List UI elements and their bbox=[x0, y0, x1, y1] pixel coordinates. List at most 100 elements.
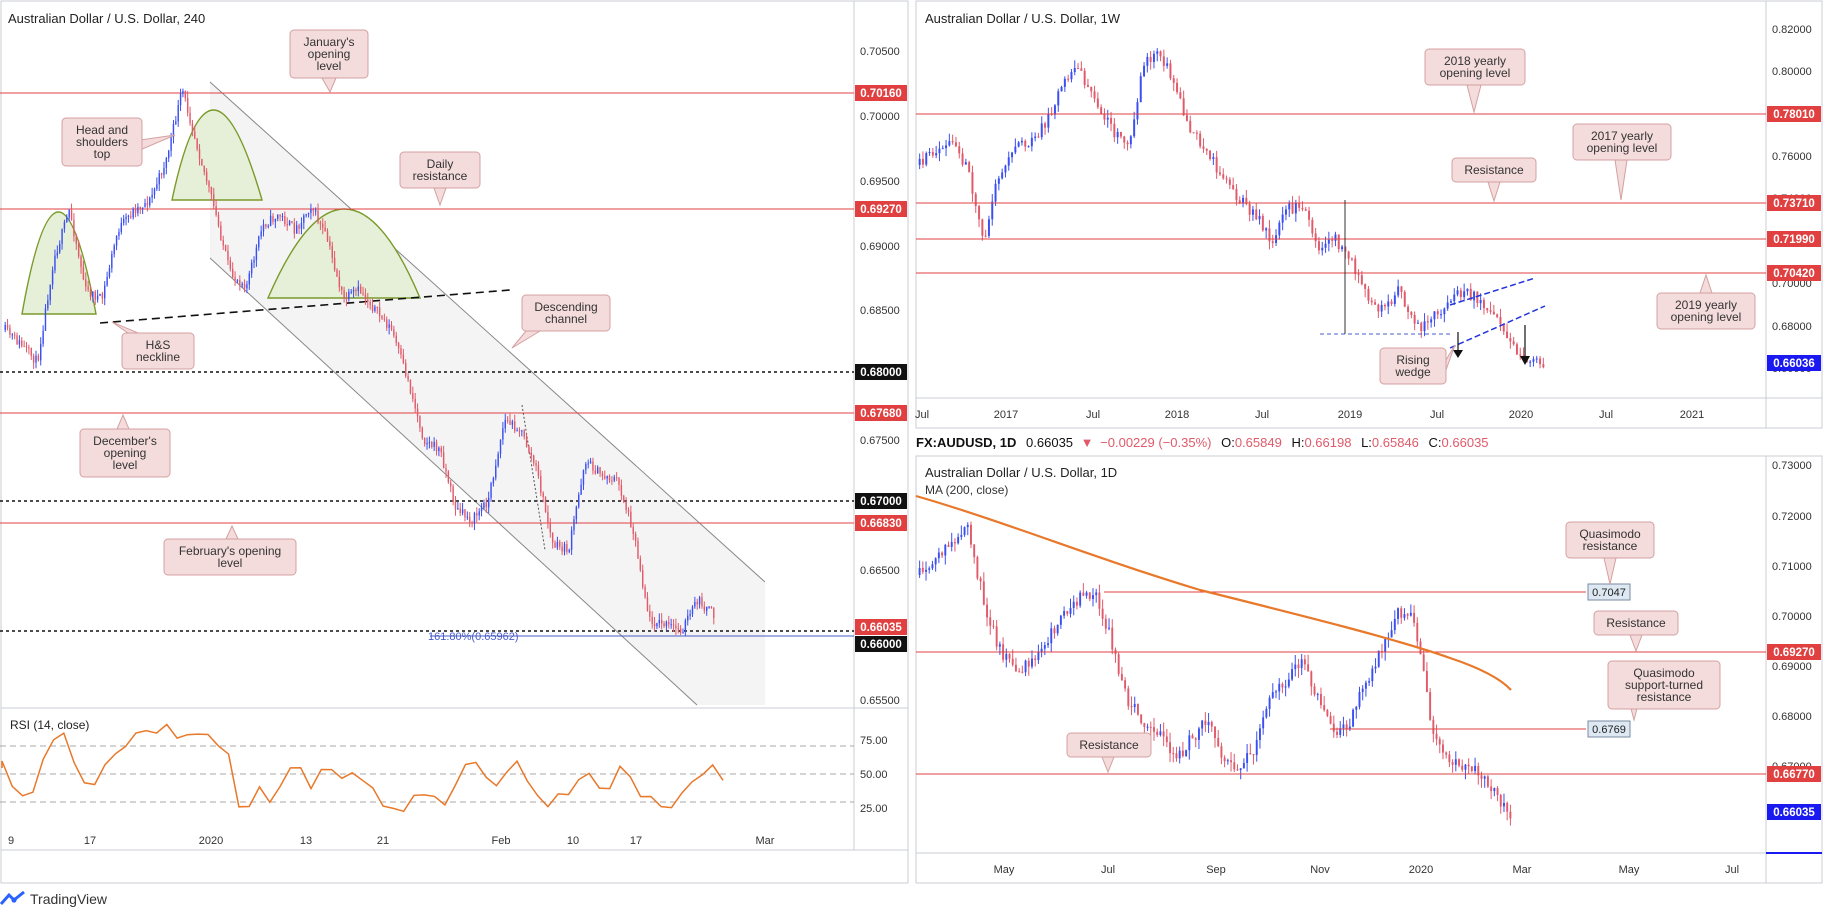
c4-candle bbox=[215, 206, 217, 215]
cw-candle bbox=[1261, 215, 1264, 231]
price-axis-1d[interactable]: 0.7047 0.6769 0.73000 0.72000 0.71000 0.70000… bbox=[1587, 460, 1822, 854]
cw-candle bbox=[1119, 131, 1122, 137]
cw-candle bbox=[1136, 102, 1139, 120]
cd-candle bbox=[1438, 739, 1441, 745]
cd-candle bbox=[1454, 759, 1457, 765]
cd-candle bbox=[1303, 659, 1306, 665]
callout-rising-wedge bbox=[1379, 347, 1447, 385]
c4-candle bbox=[359, 286, 362, 294]
c4-candle bbox=[478, 511, 480, 516]
time-tick-4h: 17 bbox=[84, 835, 96, 847]
cw-candle bbox=[1314, 233, 1317, 242]
level-box bbox=[1587, 583, 1631, 601]
rsi-pane: RSI (14, close) 75.00 50.00 25.00 bbox=[0, 718, 888, 815]
panel-1w-chart[interactable]: Australian Dollar / U.S. Dollar, 1W 0.82… bbox=[915, 11, 1821, 421]
cd-candle bbox=[1377, 650, 1380, 667]
cw-candle bbox=[1014, 146, 1017, 153]
cw-candle bbox=[1463, 291, 1466, 298]
cd-candle bbox=[1095, 592, 1098, 596]
c4-candle bbox=[16, 335, 18, 345]
panel-4h-chart[interactable]: Australian Dollar / U.S. Dollar, 240 161… bbox=[0, 11, 907, 847]
cd-candle bbox=[1059, 615, 1062, 625]
price-tag bbox=[1767, 231, 1821, 247]
cw-candle bbox=[1532, 359, 1535, 362]
cw-candle bbox=[948, 141, 951, 146]
time-axis-1w[interactable]: Jul 2017 Jul 2018 Jul 2019 Jul 2020 Jul 2021 bbox=[915, 409, 1704, 421]
callout-2018-open bbox=[1424, 48, 1526, 86]
cw-candle bbox=[1407, 306, 1410, 312]
price-tick-1w: 0.82000 bbox=[1772, 24, 1812, 36]
left-shoulder-arc bbox=[21, 211, 97, 315]
price-axis-4h[interactable]: 0.70500 0.70000 0.69500 0.69000 0.68500 0.675… bbox=[855, 46, 907, 707]
price-axis-1w[interactable]: 0.820000.800000.780000.760000.740000.700… bbox=[1767, 24, 1821, 375]
callout-dec-open-pointer bbox=[116, 413, 130, 430]
cd-candle bbox=[1082, 592, 1085, 596]
time-axis-4h[interactable]: 9 17 2020 13 21 Feb 10 17 Mar bbox=[8, 835, 775, 847]
c4-candle bbox=[4, 325, 6, 330]
cd-candle bbox=[1075, 601, 1078, 606]
cd-candle bbox=[1470, 766, 1473, 772]
c4-candle bbox=[186, 97, 189, 113]
c4-candle bbox=[319, 222, 322, 224]
cd-candle bbox=[976, 557, 979, 579]
time-tick-1d: Jul bbox=[1725, 864, 1739, 876]
cw-candle bbox=[1255, 209, 1258, 220]
price-tick-4h: 0.70000 bbox=[860, 111, 900, 123]
time-tick-1w: 2017 bbox=[994, 409, 1018, 421]
cw-candle bbox=[1080, 68, 1083, 71]
cw-candle bbox=[1169, 63, 1172, 79]
cd-candle bbox=[1506, 802, 1509, 812]
c4-candle bbox=[428, 442, 431, 444]
candles-1w bbox=[918, 48, 1545, 369]
cw-candle bbox=[997, 178, 1000, 184]
cw-candle bbox=[1387, 301, 1390, 307]
c4-candle bbox=[682, 631, 684, 633]
cw-candle bbox=[1350, 258, 1353, 260]
cw-candle bbox=[1024, 140, 1027, 147]
c4-candle bbox=[696, 601, 698, 605]
cw-candle bbox=[1469, 288, 1472, 301]
price-tag-label: 0.67000 bbox=[860, 496, 902, 508]
c4-candle bbox=[25, 346, 28, 348]
time-tick-1w: Jul bbox=[1599, 409, 1613, 421]
panel-1d-chart[interactable]: FX:AUDUSD, 1D 0.66035 ▼ −0.00229 (−0.35%… bbox=[915, 435, 1822, 876]
cd-candle bbox=[1156, 731, 1159, 735]
c4-candle bbox=[130, 215, 132, 218]
cw-candle bbox=[1218, 172, 1221, 175]
cw-candle bbox=[1034, 136, 1037, 138]
c4-candle bbox=[487, 497, 490, 508]
rsi-line bbox=[1, 723, 724, 813]
callout-jan-open-text: opening bbox=[308, 47, 351, 61]
callout-jan-open-pointer bbox=[321, 77, 337, 94]
c4-candle bbox=[198, 148, 201, 159]
callout-dec-open bbox=[79, 428, 171, 478]
cw-candle bbox=[981, 219, 984, 236]
c4-candle bbox=[158, 173, 160, 185]
footer[interactable]: TradingView bbox=[0, 886, 107, 912]
cd-candle bbox=[1403, 614, 1406, 618]
c4-candle bbox=[208, 181, 210, 187]
c4-candle bbox=[104, 285, 106, 299]
cw-candle bbox=[961, 153, 964, 165]
cd-candle bbox=[1445, 752, 1448, 755]
c4-candle bbox=[151, 194, 153, 198]
cd-candle bbox=[1265, 708, 1268, 718]
cw-candle bbox=[1357, 274, 1360, 276]
c4-candle bbox=[293, 222, 296, 234]
cw-candle bbox=[984, 235, 987, 237]
cd-candle bbox=[1477, 765, 1480, 776]
callout-hs-neck-pointer bbox=[111, 321, 139, 334]
c4-candle bbox=[649, 611, 651, 617]
price-tag-label: 0.66000 bbox=[860, 639, 902, 651]
c4-candle bbox=[314, 210, 317, 212]
cw-candle bbox=[1053, 105, 1056, 115]
c4-candle bbox=[222, 240, 224, 246]
c4-candle bbox=[369, 301, 371, 306]
time-axis-1d[interactable]: May Jul Sep Nov 2020 Mar May Jul bbox=[994, 864, 1739, 876]
cd-candle bbox=[1159, 731, 1162, 735]
cd-candle bbox=[1207, 721, 1210, 726]
price-tag bbox=[1767, 804, 1821, 820]
callout-rising-wedge-pointer bbox=[1445, 344, 1456, 371]
callout-feb-open-pointer bbox=[225, 524, 239, 540]
c4-candle bbox=[601, 473, 604, 477]
